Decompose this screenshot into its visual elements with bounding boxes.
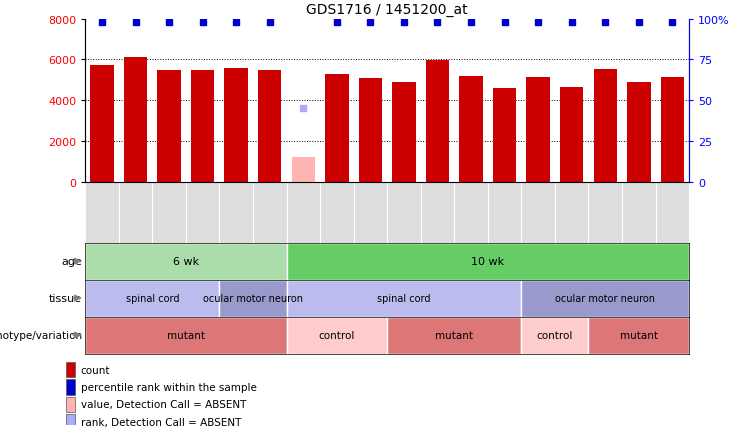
Bar <box>66 414 75 430</box>
Bar <box>325 75 348 182</box>
Text: genotype/variation: genotype/variation <box>0 330 82 340</box>
Text: age: age <box>62 256 82 266</box>
Text: mutant: mutant <box>167 330 205 340</box>
Text: spinal cord: spinal cord <box>125 293 179 303</box>
Bar <box>588 317 689 354</box>
Bar <box>426 61 449 182</box>
Bar <box>66 362 75 378</box>
Text: percentile rank within the sample: percentile rank within the sample <box>81 382 256 392</box>
Bar <box>225 68 248 182</box>
Bar <box>522 317 588 354</box>
Text: 10 wk: 10 wk <box>471 256 505 266</box>
Bar <box>560 88 583 182</box>
Bar <box>661 78 684 182</box>
Bar <box>287 243 689 280</box>
Text: ocular motor neuron: ocular motor neuron <box>203 293 303 303</box>
Bar <box>493 89 516 182</box>
Title: GDS1716 / 1451200_at: GDS1716 / 1451200_at <box>306 3 468 17</box>
Text: rank, Detection Call = ABSENT: rank, Detection Call = ABSENT <box>81 417 241 427</box>
Bar <box>85 317 287 354</box>
Bar <box>90 66 113 182</box>
Bar <box>85 280 219 317</box>
Bar <box>522 280 689 317</box>
Bar <box>359 79 382 182</box>
Bar <box>627 82 651 182</box>
Text: control: control <box>536 330 573 340</box>
Bar <box>66 397 75 412</box>
Bar <box>459 76 483 182</box>
Bar <box>124 58 147 182</box>
Bar <box>291 158 315 182</box>
Bar <box>594 69 617 182</box>
Text: count: count <box>81 365 110 375</box>
Bar <box>157 70 181 182</box>
Bar <box>258 70 282 182</box>
Text: value, Detection Call = ABSENT: value, Detection Call = ABSENT <box>81 400 246 409</box>
Text: mutant: mutant <box>435 330 473 340</box>
Bar <box>392 82 416 182</box>
Text: 6 wk: 6 wk <box>173 256 199 266</box>
Text: control: control <box>319 330 355 340</box>
Text: tissue: tissue <box>49 293 82 303</box>
Bar <box>219 280 287 317</box>
Text: mutant: mutant <box>619 330 658 340</box>
Bar <box>191 70 214 182</box>
Bar <box>287 317 387 354</box>
Bar <box>85 243 287 280</box>
Bar <box>66 379 75 395</box>
Bar <box>287 280 522 317</box>
Bar <box>526 78 550 182</box>
Bar <box>387 317 522 354</box>
Text: spinal cord: spinal cord <box>377 293 431 303</box>
Text: ocular motor neuron: ocular motor neuron <box>555 293 655 303</box>
